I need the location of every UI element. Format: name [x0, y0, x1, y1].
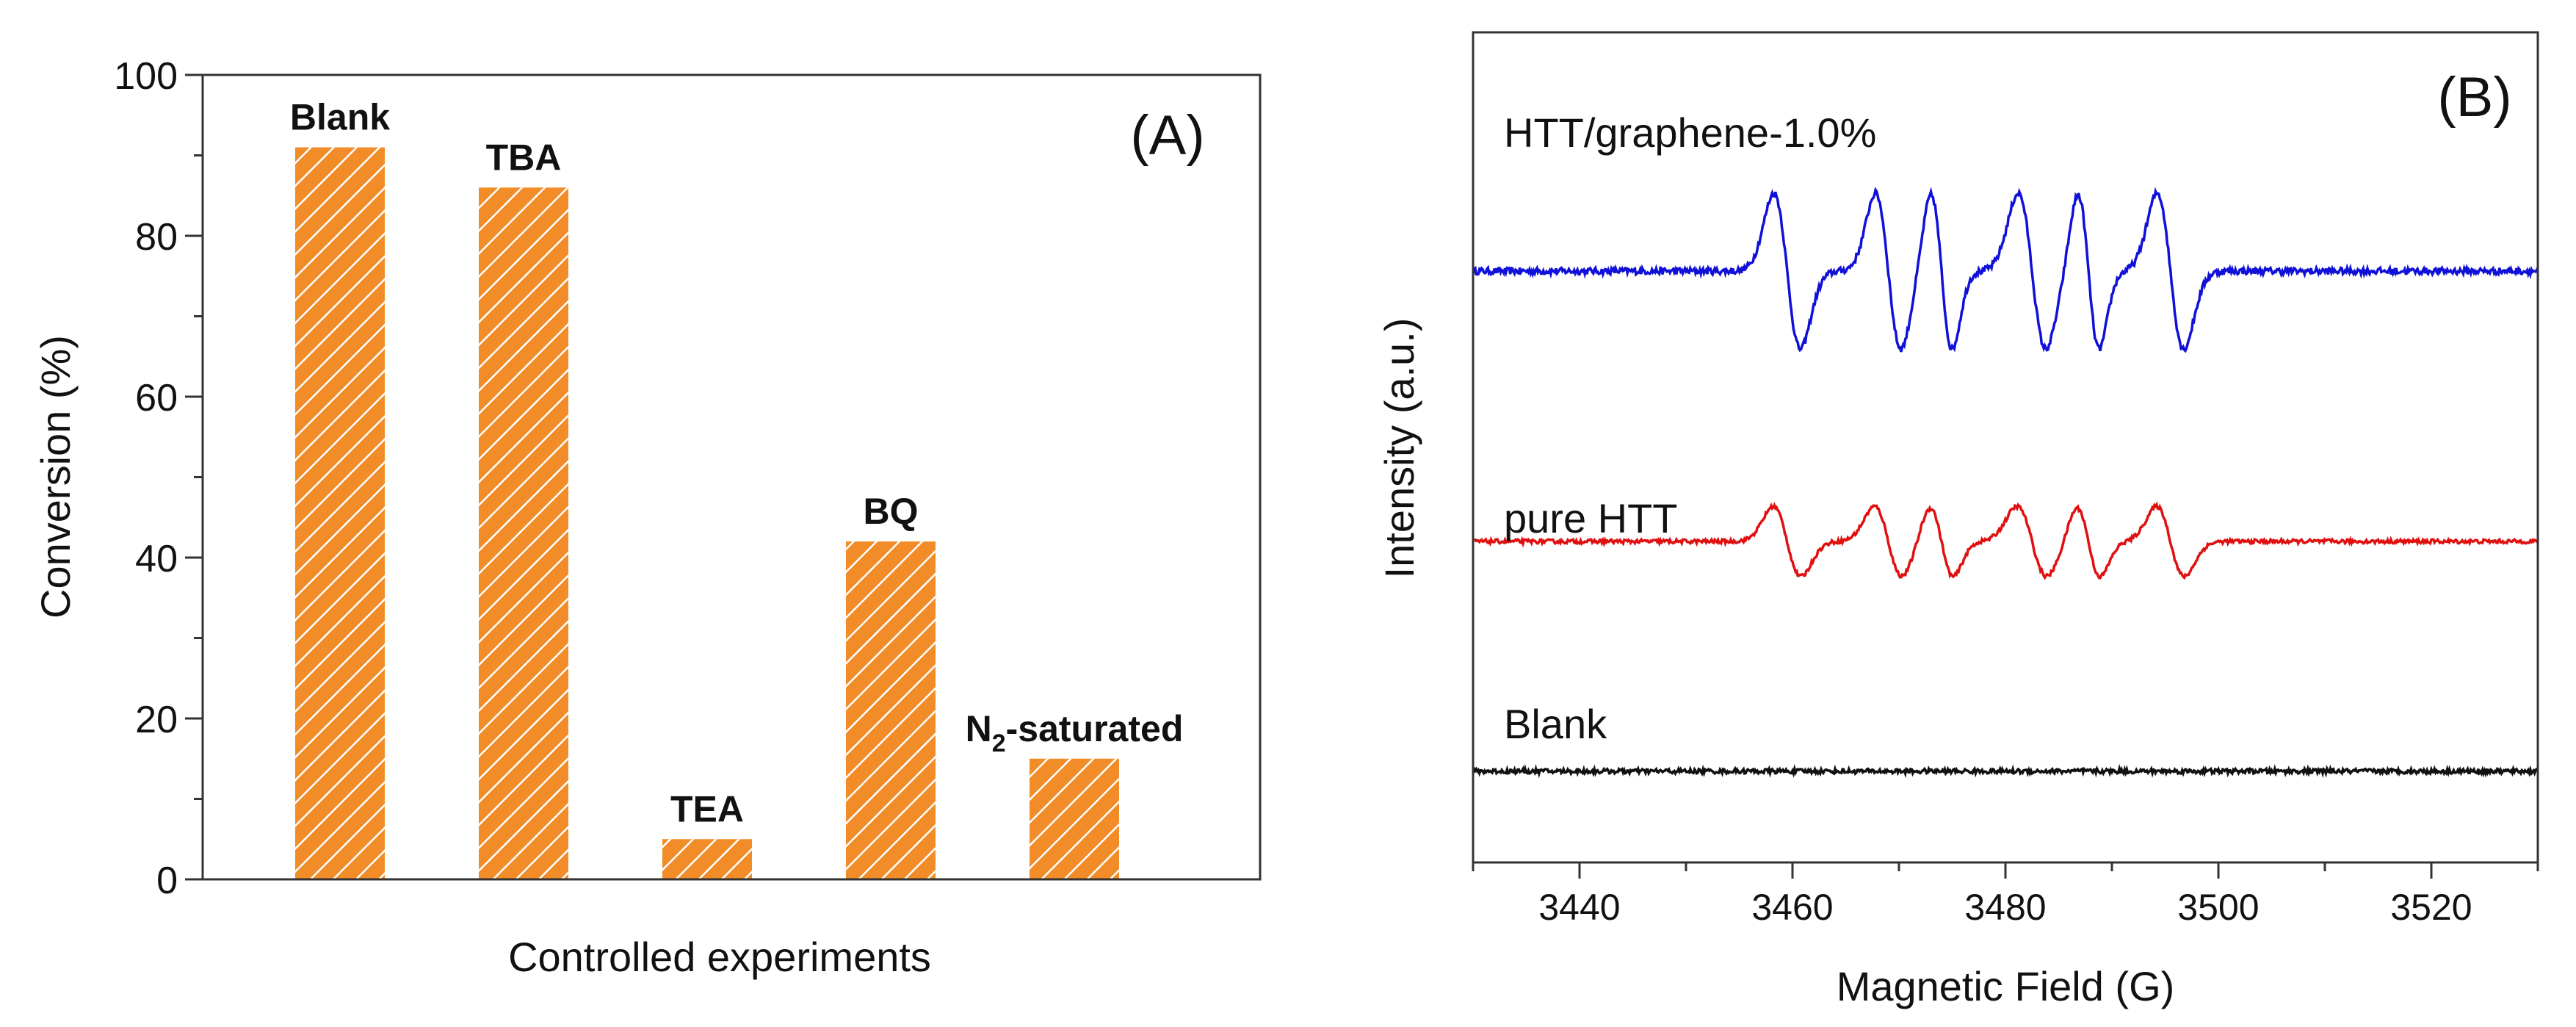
bar-label: N2-saturated [966, 708, 1184, 757]
panel-b-x-tick-label: 3460 [1751, 887, 1833, 928]
legend-label-blank: Blank [1504, 701, 1607, 747]
panel-a-y-ticks: 0 20 40 60 80 100 [114, 55, 203, 902]
bar-hatch [662, 839, 752, 879]
panel-b-y-axis-label: Intensity (a.u.) [1376, 318, 1422, 579]
panel-a-y-tick-label: 100 [114, 55, 178, 98]
panel-a-y-tick-label: 80 [135, 216, 178, 259]
panel-b-x-ticks: 3440 3460 3480 3500 3520 [1472, 862, 2539, 928]
panel-b: 3440 3460 3480 3500 3520 (B) HTT/graphene-1.… [1376, 31, 2539, 1009]
panel-b-x-tick-label: 3520 [2390, 887, 2472, 928]
panel-b-x-axis-label: Magnetic Field (G) [1837, 963, 2175, 1009]
panel-a-tag: (A) [1130, 104, 1204, 167]
panel-b-x-tick-label: 3500 [2177, 887, 2259, 928]
bar-hatch [846, 541, 936, 879]
panel-b-traces [1472, 187, 2539, 779]
series-blank [1472, 763, 2539, 779]
panel-b-x-tick-label: 3440 [1538, 887, 1620, 928]
panel-a-y-axis-label: Conversion (%) [32, 335, 79, 619]
bar-hatch [479, 187, 568, 880]
panel-a-y-tick-label: 0 [156, 860, 178, 902]
bar-hatch [295, 147, 385, 880]
panel-a-y-tick-label: 40 [135, 538, 178, 580]
bar-hatch [1030, 758, 1119, 879]
panel-a-bars [295, 147, 1119, 880]
panel-b-x-tick-label: 3480 [1964, 887, 2046, 928]
panel-a-y-tick-label: 60 [135, 377, 178, 419]
bar-label: TEA [670, 788, 744, 829]
panel-a-x-axis-label: Controlled experiments [508, 934, 931, 980]
bar-label: BQ [864, 491, 919, 532]
panel-a: Blank TBA TEA BQ N2-saturated 0 20 40 60 80 100 (… [32, 55, 1262, 980]
series-htt-graphene-1-0- [1472, 187, 2539, 353]
bar-label: Blank [290, 97, 390, 138]
legend-label-pure-htt: pure HTT [1504, 495, 1678, 541]
panel-a-y-tick-label: 20 [135, 699, 178, 741]
series-pure-htt [1472, 501, 2539, 580]
bar-label: TBA [486, 137, 562, 178]
legend-label-htt-graphene: HTT/graphene-1.0% [1504, 109, 1876, 156]
panel-b-tag: (B) [2437, 66, 2511, 129]
panel-b-frame [1472, 31, 2539, 864]
panel-a-bar-labels: Blank TBA TEA BQ N2-saturated [290, 97, 1183, 830]
